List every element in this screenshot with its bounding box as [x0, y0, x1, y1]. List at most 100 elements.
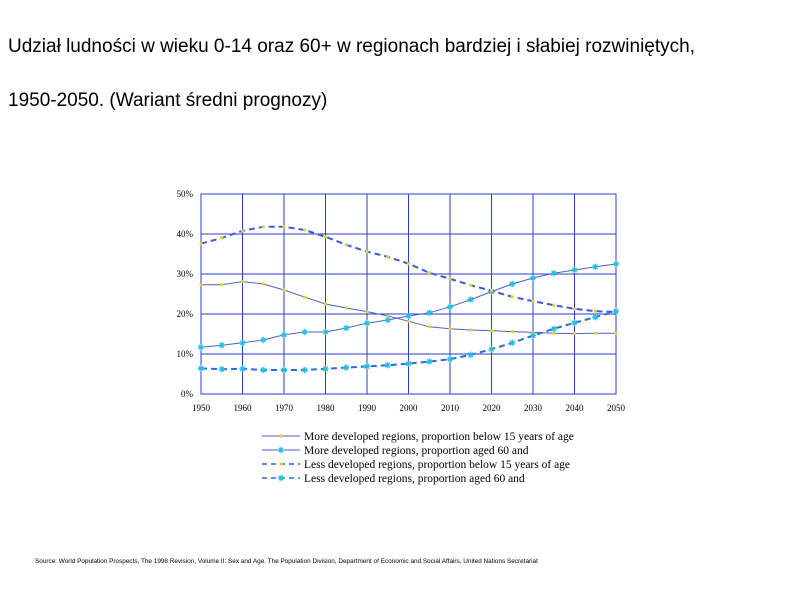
series-marker — [323, 302, 328, 306]
source-note: Source: World Population Prospects, The … — [35, 558, 538, 565]
series-marker — [529, 274, 537, 282]
series-marker — [426, 358, 433, 365]
series-marker — [343, 324, 350, 332]
series-marker — [489, 289, 494, 293]
series-marker — [282, 225, 286, 229]
series-marker — [197, 365, 205, 372]
legend-label: More developed regions, proportion below… — [304, 431, 574, 443]
series-marker — [469, 328, 473, 332]
series-marker — [406, 319, 411, 323]
series-marker — [365, 310, 369, 314]
series-1 — [199, 280, 618, 336]
series-marker — [239, 365, 246, 372]
series-marker — [301, 328, 308, 336]
legend-item-2: More developed regions, proportion aged … — [262, 445, 529, 457]
x-tick-label: 1980 — [317, 403, 336, 413]
series-marker — [199, 283, 203, 287]
series-marker — [509, 280, 516, 288]
x-tick-label: 2040 — [566, 403, 585, 413]
series-marker — [572, 307, 577, 311]
y-tick-label: 30% — [177, 269, 194, 279]
x-tick-label: 2050 — [607, 403, 626, 413]
y-tick-label: 50% — [177, 189, 194, 199]
chart-axes: 0% 10% 20% 30% 40% 50% 1950 1960 1970 1980 1990 200… — [177, 189, 626, 413]
series-marker — [260, 366, 267, 374]
series-marker — [363, 320, 371, 327]
series-marker — [218, 366, 225, 373]
series-marker — [405, 312, 412, 320]
x-tick-label: 2000 — [400, 403, 419, 413]
series-marker — [197, 344, 205, 351]
series-marker — [550, 270, 557, 277]
series-marker — [322, 365, 329, 372]
series-marker — [427, 271, 431, 275]
series-marker — [446, 356, 454, 363]
series-2 — [197, 260, 620, 351]
series-marker — [489, 329, 494, 333]
series-marker — [552, 303, 556, 307]
series-marker — [467, 296, 474, 303]
series-marker — [593, 309, 597, 313]
series-marker — [240, 229, 245, 233]
series-marker — [529, 332, 537, 339]
x-tick-label: 1960 — [234, 403, 253, 413]
series-marker — [612, 260, 620, 268]
series-marker — [322, 328, 329, 336]
series-marker — [384, 362, 391, 369]
series-marker — [365, 250, 369, 254]
series-marker — [363, 363, 371, 370]
series-marker — [571, 266, 578, 274]
series-marker — [386, 314, 390, 318]
series-marker — [405, 360, 412, 367]
series-marker — [426, 309, 433, 316]
series-marker — [218, 342, 225, 349]
series-marker — [220, 236, 224, 240]
chart-legend: More developed regions, proportion below… — [262, 431, 574, 485]
series-marker — [550, 325, 557, 332]
series-marker — [323, 235, 328, 239]
series-marker — [220, 283, 224, 287]
x-tick-label: 1990 — [358, 403, 377, 413]
x-tick-label: 1970 — [275, 403, 294, 413]
series-marker — [572, 332, 577, 336]
series-marker — [280, 366, 288, 374]
series-marker — [510, 330, 514, 334]
legend-item-3: Less developed regions, proportion below… — [262, 459, 570, 471]
page-title: Udział ludności w wieku 0-14 oraz 60+ w … — [8, 36, 695, 57]
series-marker — [240, 280, 245, 284]
series-line — [200, 310, 617, 371]
series-marker — [448, 327, 452, 331]
series-marker — [279, 462, 283, 466]
series-marker — [282, 288, 286, 292]
series-4 — [197, 308, 620, 374]
series-marker — [301, 366, 308, 374]
series-marker — [406, 262, 411, 266]
x-tick-label: 2020 — [483, 403, 502, 413]
series-marker — [614, 331, 618, 335]
series-marker — [277, 446, 285, 454]
series-marker — [386, 255, 390, 259]
series-marker — [469, 283, 473, 287]
series-marker — [510, 295, 514, 299]
page-title-line2: 1950-2050. (Wariant średni prognozy) — [8, 90, 328, 111]
series-marker — [261, 225, 265, 229]
series-marker — [303, 295, 307, 299]
legend-item-1: More developed regions, proportion below… — [262, 431, 574, 443]
x-tick-label: 2030 — [524, 403, 543, 413]
series-marker — [509, 339, 516, 346]
y-tick-label: 40% — [177, 229, 194, 239]
legend-item-4: Less developed regions, proportion aged … — [262, 473, 525, 485]
series-3 — [199, 225, 618, 314]
x-tick-label: 1950 — [192, 403, 211, 413]
y-tick-label: 10% — [177, 349, 194, 359]
series-marker — [279, 434, 283, 438]
legend-label: Less developed regions, proportion aged … — [304, 473, 525, 485]
series-marker — [303, 228, 307, 232]
legend-label: Less developed regions, proportion below… — [304, 459, 570, 471]
series-marker — [280, 331, 288, 338]
series-marker — [531, 299, 535, 303]
series-marker — [384, 316, 391, 324]
y-tick-label: 0% — [181, 389, 194, 399]
series-marker — [239, 339, 246, 346]
